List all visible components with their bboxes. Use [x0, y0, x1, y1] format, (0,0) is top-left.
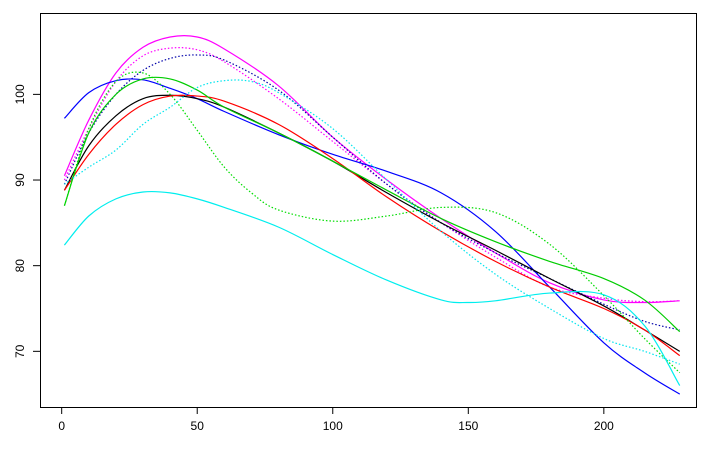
x-tick-label: 200 — [594, 419, 614, 433]
x-tick-label: 0 — [58, 419, 65, 433]
y-tick-label: 90 — [13, 173, 27, 187]
series-layer — [63, 34, 681, 395]
y-tick-label: 100 — [13, 84, 27, 104]
x-tick-label: 100 — [323, 419, 343, 433]
series-line-7 — [63, 76, 681, 333]
series-line-10 — [63, 190, 681, 386]
y-tick-label: 70 — [13, 344, 27, 358]
x-tick-label: 150 — [458, 419, 478, 433]
series-line-9 — [64, 79, 680, 365]
series-line-8 — [63, 71, 681, 374]
y-tick-label: 80 — [13, 259, 27, 273]
series-line-1 — [63, 34, 680, 304]
series-line-5 — [63, 94, 681, 352]
series-line-4 — [63, 78, 681, 395]
series-line-2 — [63, 47, 680, 303]
x-tick-label: 50 — [191, 419, 205, 433]
axes-layer: 0 50 100 150 200 70 80 90 100 — [13, 84, 614, 433]
series-line-6 — [63, 94, 681, 357]
